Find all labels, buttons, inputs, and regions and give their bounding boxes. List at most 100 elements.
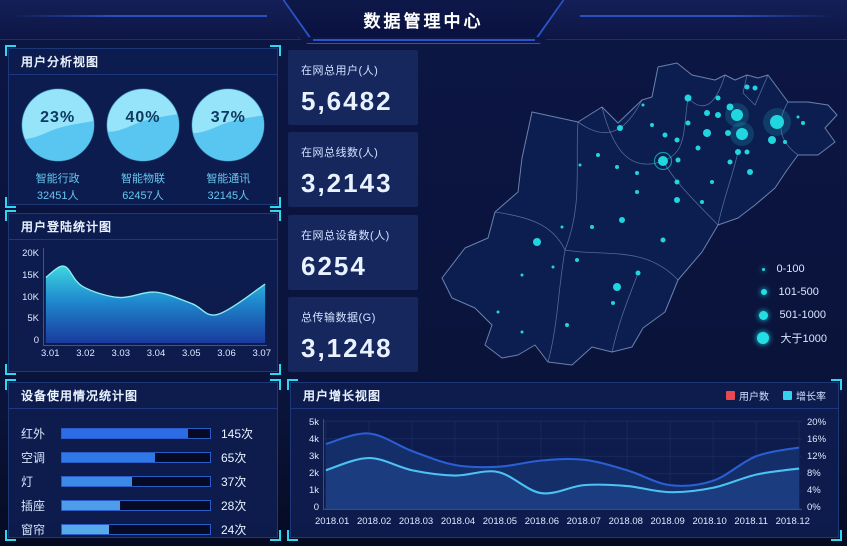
x-tick: 2018.11 bbox=[734, 516, 769, 527]
map-bubble bbox=[596, 153, 600, 157]
map-legend: 0-100 101-500 501-1000 大于1000 bbox=[756, 262, 827, 345]
corner-bracket bbox=[287, 379, 298, 390]
y-tick: 0 bbox=[33, 335, 39, 346]
users-line bbox=[325, 432, 800, 487]
y-tick: 12% bbox=[807, 451, 827, 462]
legend-swatch-icon bbox=[726, 391, 735, 400]
bar-label: 窗帘 bbox=[21, 522, 46, 537]
y-tick: 0% bbox=[807, 502, 821, 513]
map-bubble bbox=[619, 217, 625, 223]
map-legend-item: 501-1000 bbox=[757, 308, 827, 322]
corner-bracket bbox=[270, 197, 281, 208]
corner-bracket bbox=[5, 45, 16, 56]
map-bubble bbox=[744, 84, 750, 90]
corner-bracket bbox=[270, 45, 281, 56]
kpi-value: 3,1248 bbox=[301, 332, 393, 363]
corner-bracket bbox=[5, 379, 16, 390]
bar-track bbox=[61, 499, 211, 511]
gauge-svg bbox=[21, 88, 95, 162]
map-bubble bbox=[715, 112, 721, 118]
x-tick: 3.06 bbox=[217, 348, 236, 359]
x-tick: 2018.05 bbox=[482, 516, 518, 527]
bar-label: 灯 bbox=[21, 474, 34, 489]
y-tick: 15K bbox=[22, 269, 39, 281]
map-bubble bbox=[726, 103, 734, 111]
bar-label: 插座 bbox=[21, 498, 46, 513]
map-svg bbox=[441, 62, 838, 366]
legend-item-growth-rate[interactable]: 增长率 bbox=[783, 388, 826, 403]
bar-label: 空调 bbox=[21, 450, 46, 465]
x-tick: 3.05 bbox=[182, 348, 201, 359]
kpi-label: 在网总线数(人) bbox=[301, 147, 379, 160]
map-bubble bbox=[560, 225, 564, 229]
map-bubble bbox=[578, 163, 582, 167]
login-area-fill bbox=[45, 266, 266, 344]
map-bubble bbox=[715, 95, 721, 101]
x-tick: 2018.03 bbox=[398, 516, 434, 527]
y-tick: 5k bbox=[308, 417, 319, 428]
usage-bar-fill bbox=[62, 524, 110, 534]
map-bubble bbox=[520, 330, 524, 334]
gauge-percent: 37% bbox=[210, 109, 246, 126]
x-tick: 3.04 bbox=[146, 348, 166, 359]
map-bubble bbox=[684, 94, 692, 102]
map-bubble bbox=[674, 137, 680, 143]
y-tick: 4% bbox=[807, 485, 821, 496]
growth-left-axis: 5k 4k 3k 2k 1k 0 bbox=[297, 417, 323, 513]
usage-bar-fill bbox=[62, 452, 156, 462]
panel-title-device-usage: 设备使用情况统计图 bbox=[9, 383, 277, 409]
growth-plot-svg bbox=[323, 419, 802, 510]
map-bubble bbox=[520, 273, 524, 277]
bar-label: 红外 bbox=[21, 426, 46, 441]
corner-bracket bbox=[287, 530, 298, 541]
corner-bracket bbox=[5, 530, 16, 541]
bubble-size-icon bbox=[761, 267, 765, 271]
bar-value: 65次 bbox=[221, 450, 247, 465]
rate-area-fill bbox=[325, 458, 800, 509]
bar-track bbox=[61, 475, 211, 487]
header-banner-line bbox=[313, 39, 535, 41]
legend-item-users[interactable]: 用户数 bbox=[726, 388, 769, 403]
x-tick: 2018.07 bbox=[566, 516, 601, 527]
y-tick: 16% bbox=[807, 434, 827, 445]
gauge-row: 23% 智能行政 32451人 40% 智能物联 62457人 37% 智能通讯 bbox=[9, 75, 277, 203]
map-bubble bbox=[615, 165, 619, 169]
bubble-size-icon bbox=[760, 289, 767, 295]
gauge-admin: 23% 智能行政 32451人 bbox=[16, 87, 100, 203]
map-bubble bbox=[674, 179, 680, 185]
gauge-label: 智能物联 bbox=[120, 173, 165, 185]
panel-title-login-stats: 用户登陆统计图 bbox=[9, 214, 277, 240]
corner-bracket bbox=[831, 530, 842, 541]
kpi-value: 3,2143 bbox=[301, 168, 393, 199]
legend-label: 501-1000 bbox=[779, 309, 827, 321]
x-tick: 2018.08 bbox=[608, 516, 643, 527]
corner-bracket bbox=[831, 379, 842, 390]
map-bubble bbox=[725, 130, 731, 136]
map-bubble bbox=[752, 85, 758, 91]
y-tick: 1k bbox=[308, 485, 319, 496]
map-legend-item: 大于1000 bbox=[756, 331, 827, 345]
kpi-column: 在网总用户(人) 5,6482 在网总线数(人) 3,2143 在网总设备数(人… bbox=[288, 50, 418, 372]
usage-bar-fill bbox=[62, 476, 132, 486]
corner-bracket bbox=[270, 210, 281, 221]
kpi-card-total-data: 总传输数据(G) 3,1248 bbox=[288, 296, 418, 372]
panel-title-user-growth: 用户增长视图 bbox=[303, 389, 382, 403]
liquid-gauge: 37% bbox=[190, 87, 266, 163]
login-line bbox=[45, 265, 266, 316]
kpi-card-total-devices: 在网总设备数(人) 6254 bbox=[288, 214, 418, 290]
y-tick: 0 bbox=[313, 502, 319, 513]
y-tick: 8% bbox=[807, 468, 821, 479]
gauge-count: 32451人 bbox=[36, 190, 79, 202]
y-tick: 4k bbox=[308, 434, 319, 445]
panel-user-analysis: 用户分析视图 23% 智能行政 32451人 40% 智能物联 62457人 bbox=[5, 45, 281, 208]
region-bubble-map[interactable]: 0-100 101-500 501-1000 大于1000 bbox=[425, 45, 845, 377]
map-bubble bbox=[727, 159, 733, 165]
map-bubble bbox=[744, 149, 750, 155]
panel-device-usage: 设备使用情况统计图 红外 145次 空调 65次 灯 37次 插座 28次 bbox=[5, 379, 281, 541]
bar-value: 24次 bbox=[221, 522, 247, 537]
bar-row: 红外 145次 bbox=[21, 421, 263, 445]
page-title: 数据管理中心 bbox=[363, 11, 484, 31]
rate-line bbox=[325, 456, 800, 495]
map-bubble bbox=[658, 156, 668, 166]
header-banner-bracket bbox=[298, 37, 550, 44]
